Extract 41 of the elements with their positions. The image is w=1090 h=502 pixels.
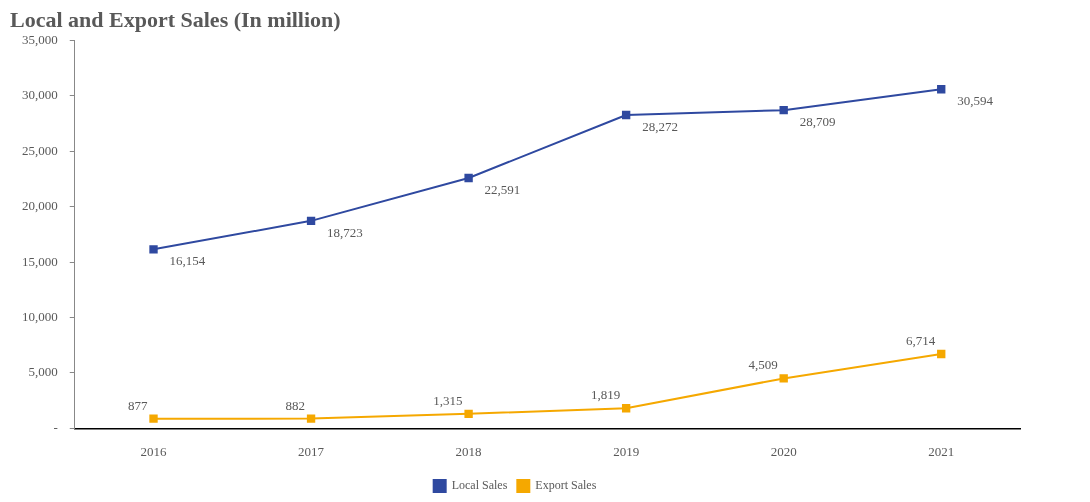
data-label: 16,154: [169, 253, 206, 269]
point: [937, 349, 946, 359]
data-label: 28,272: [642, 118, 678, 134]
y-tick-label: 35,000: [22, 31, 58, 47]
data-label: 882: [285, 397, 306, 413]
point: [464, 173, 473, 183]
data-label: 22,591: [484, 181, 521, 197]
data-label: 28,709: [799, 114, 836, 130]
x-tick-label: 2020: [770, 443, 797, 459]
legend-label: Local Sales: [451, 478, 508, 493]
data-label: 6,714: [905, 332, 936, 348]
point: [149, 245, 158, 254]
data-label: 877: [128, 397, 149, 413]
data-label: 18,723: [327, 224, 363, 240]
legend-label: Export Sales: [535, 478, 597, 493]
y-tick-label: 30,000: [22, 87, 58, 103]
point: [621, 110, 631, 120]
x-tick-label: 2019: [613, 443, 640, 459]
point: [149, 414, 158, 423]
point: [464, 409, 473, 418]
x-tick-label: 2021: [928, 443, 955, 459]
y-tick-label: 10,000: [22, 308, 58, 324]
point: [779, 374, 788, 383]
data-label: 1,315: [433, 392, 463, 408]
point: [937, 85, 946, 94]
data-label: 30,594: [957, 93, 994, 109]
chart-title: Local and Export Sales (In million): [10, 6, 341, 32]
y-tick-label: 20,000: [22, 198, 58, 214]
x-tick-label: 2016: [140, 443, 168, 459]
point: [779, 105, 788, 115]
x-tick-label: 2018: [455, 443, 482, 459]
y-tick-label: 25,000: [22, 142, 58, 158]
point: [621, 404, 631, 413]
data-label: 4,509: [748, 357, 778, 373]
point: [306, 414, 316, 423]
y-tick-label: -: [53, 419, 58, 435]
point: [306, 216, 316, 226]
y-tick-label: 15,000: [22, 253, 58, 269]
y-tick-label: 5,000: [28, 364, 58, 380]
data-label: 1,819: [590, 387, 621, 403]
x-tick-label: 2017: [298, 443, 325, 459]
